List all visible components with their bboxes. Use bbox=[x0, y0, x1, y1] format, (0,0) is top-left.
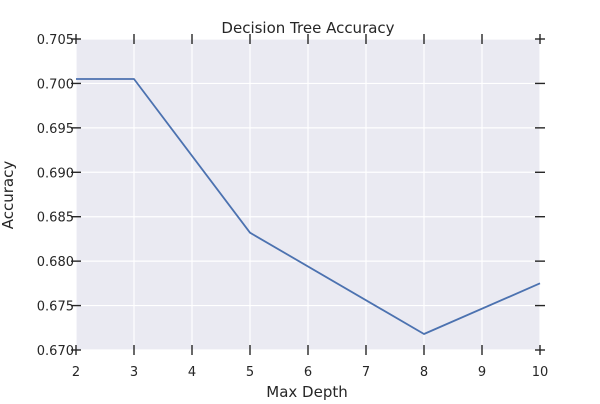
series-line bbox=[76, 78, 541, 335]
x-axis-label: Max Depth bbox=[266, 383, 347, 400]
axis-ticks bbox=[71, 34, 545, 355]
x-tick-label: 2 bbox=[72, 365, 80, 380]
chart-title: Decision Tree Accuracy bbox=[221, 19, 394, 37]
y-tick-label: 0.695 bbox=[37, 122, 74, 137]
y-tick-label: 0.675 bbox=[37, 300, 74, 315]
x-tick-label: 7 bbox=[362, 365, 370, 380]
x-tick-label: 9 bbox=[478, 365, 486, 380]
y-tick-labels: 0.670 0.675 0.680 0.685 0.690 0.695 0.700 0.705 bbox=[37, 33, 74, 359]
y-tick-label: 0.670 bbox=[37, 344, 74, 359]
x-tick-label: 6 bbox=[304, 365, 312, 380]
x-tick-label: 8 bbox=[420, 365, 428, 380]
y-tick-label: 0.690 bbox=[37, 166, 74, 181]
y-tick-label: 0.700 bbox=[37, 77, 74, 92]
x-tick-labels: 2 3 4 5 6 7 8 9 10 bbox=[72, 365, 548, 380]
y-tick-label: 0.680 bbox=[37, 255, 74, 270]
y-tick-label: 0.685 bbox=[37, 211, 74, 226]
x-tick-label: 10 bbox=[532, 365, 549, 380]
y-axis-label: Accuracy bbox=[0, 161, 17, 230]
x-tick-label: 3 bbox=[130, 365, 138, 380]
series-layer bbox=[76, 78, 541, 335]
x-tick-label: 5 bbox=[246, 365, 254, 380]
x-tick-label: 4 bbox=[188, 365, 196, 380]
y-tick-label: 0.705 bbox=[37, 33, 74, 48]
